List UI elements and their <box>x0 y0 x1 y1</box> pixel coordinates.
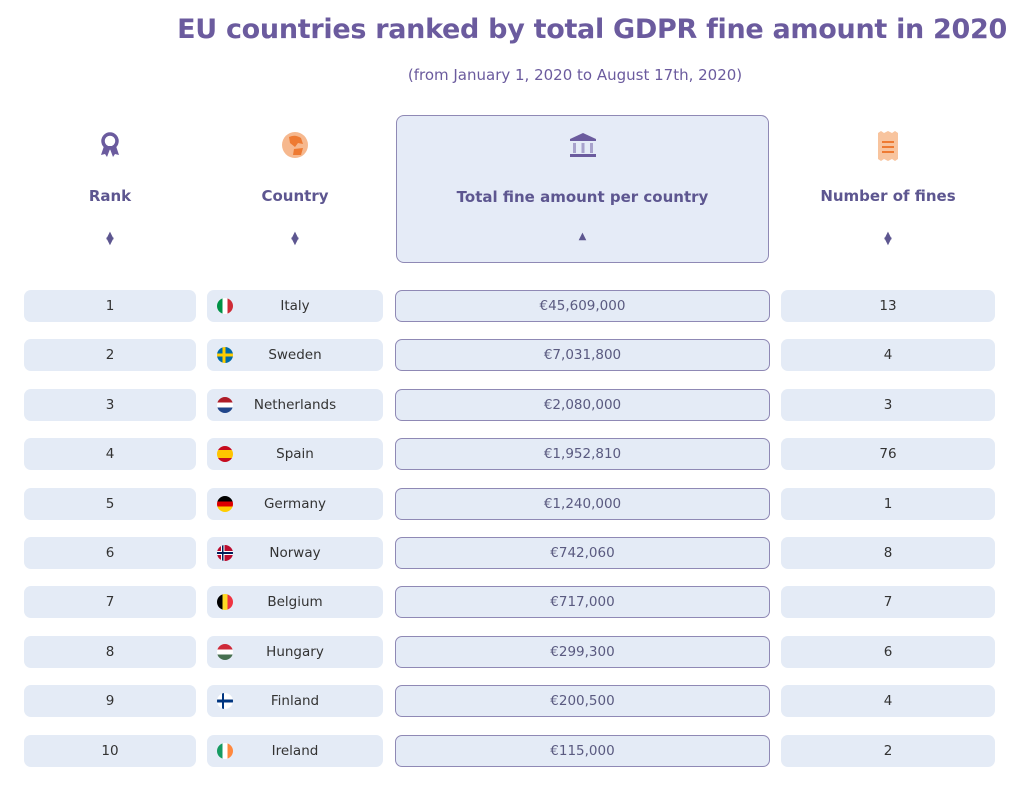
table-row: 5 Germany €1,240,000 1 <box>0 487 1024 520</box>
fines-count-cell: 6 <box>781 635 995 668</box>
rank-cell: 6 <box>24 537 196 569</box>
rank-cell: 10 <box>24 734 196 767</box>
country-name: Italy <box>280 298 310 314</box>
column-label: Total fine amount per country <box>456 188 709 206</box>
column-header-rank[interactable]: Rank ▲ ▼ <box>24 115 196 263</box>
germany-flag-icon <box>217 495 233 512</box>
table-row: 4 Spain €1,952,810 76 <box>0 438 1024 471</box>
country-cell: Belgium <box>207 586 383 619</box>
table-row: 8 Hungary €299,300 6 <box>0 635 1024 668</box>
amount-cell: €742,060 <box>395 537 770 569</box>
sort-both-icon[interactable]: ▲ ▼ <box>884 230 892 247</box>
fines-count-cell: 1 <box>781 487 995 520</box>
country-cell: Netherlands <box>207 388 383 421</box>
country-name: Belgium <box>267 594 323 611</box>
country-name: Hungary <box>266 643 324 660</box>
amount-cell: €115,000 <box>395 734 770 767</box>
amount-cell: €2,080,000 <box>395 388 770 421</box>
table-row: 6 Norway €742,060 8 <box>0 537 1024 569</box>
globe-icon <box>282 132 308 158</box>
table-row: 3 Netherlands €2,080,000 3 <box>0 388 1024 421</box>
hungary-flag-icon <box>217 643 233 660</box>
bank-building-icon <box>569 133 596 157</box>
country-cell: Ireland <box>207 734 383 767</box>
rank-cell: 1 <box>24 290 196 322</box>
amount-cell: €299,300 <box>395 635 770 668</box>
rank-cell: 9 <box>24 685 196 718</box>
amount-cell: €1,240,000 <box>395 487 770 520</box>
country-name: Ireland <box>271 742 319 759</box>
country-cell: Hungary <box>207 635 383 668</box>
ireland-flag-icon <box>217 742 233 759</box>
fines-count-cell: 3 <box>781 388 995 421</box>
sort-ascending-icon[interactable]: ▲ <box>578 231 587 242</box>
amount-cell: €45,609,000 <box>395 290 770 322</box>
page-title: EU countries ranked by total GDPR fine a… <box>177 14 1007 45</box>
belgium-flag-icon <box>217 594 233 611</box>
page-subtitle: (from January 1, 2020 to August 17th, 20… <box>407 66 743 84</box>
fines-count-cell: 7 <box>781 586 995 619</box>
column-header-country[interactable]: Country ▲ ▼ <box>207 115 383 263</box>
rank-cell: 2 <box>24 339 196 372</box>
spain-flag-icon <box>217 446 233 463</box>
country-name: Netherlands <box>253 396 337 413</box>
award-ribbon-icon <box>101 132 119 157</box>
amount-cell: €200,500 <box>395 685 770 718</box>
finland-flag-icon <box>217 693 233 710</box>
column-label: Rank <box>88 187 132 205</box>
column-label: Country <box>261 187 329 205</box>
country-cell: Italy <box>207 290 383 322</box>
column-label: Number of fines <box>820 187 956 205</box>
amount-cell: €7,031,800 <box>395 339 770 372</box>
netherlands-flag-icon <box>217 396 233 413</box>
sort-both-icon[interactable]: ▲ ▼ <box>106 230 114 247</box>
norway-flag-icon <box>217 545 233 561</box>
country-cell: Germany <box>207 487 383 520</box>
country-name: Norway <box>269 545 321 561</box>
rank-cell: 5 <box>24 487 196 520</box>
fines-count-cell: 8 <box>781 537 995 569</box>
country-name: Spain <box>276 446 314 463</box>
rank-cell: 8 <box>24 635 196 668</box>
fines-count-cell: 4 <box>781 339 995 372</box>
amount-cell: €717,000 <box>395 586 770 619</box>
table-row: 7 Belgium €717,000 7 <box>0 586 1024 619</box>
sort-both-icon[interactable]: ▲ ▼ <box>291 230 299 247</box>
fines-count-cell: 76 <box>781 438 995 471</box>
rank-cell: 4 <box>24 438 196 471</box>
table-row: 2 Sweden €7,031,800 4 <box>0 339 1024 372</box>
column-header-total-fine[interactable]: Total fine amount per country ▲ <box>396 115 769 263</box>
country-cell: Spain <box>207 438 383 471</box>
fines-count-cell: 4 <box>781 685 995 718</box>
country-cell: Sweden <box>207 339 383 372</box>
sweden-flag-icon <box>217 347 233 364</box>
rank-cell: 3 <box>24 388 196 421</box>
country-name: Sweden <box>268 347 322 364</box>
country-cell: Norway <box>207 537 383 569</box>
italy-flag-icon <box>217 298 233 314</box>
fines-count-cell: 2 <box>781 734 995 767</box>
table-row: 9 Finland €200,500 4 <box>0 685 1024 718</box>
rank-cell: 7 <box>24 586 196 619</box>
fines-count-cell: 13 <box>781 290 995 322</box>
amount-cell: €1,952,810 <box>395 438 770 471</box>
country-name: Germany <box>263 495 327 512</box>
receipt-icon <box>878 131 898 161</box>
country-name: Finland <box>270 693 320 710</box>
country-cell: Finland <box>207 685 383 718</box>
table-row: 1 Italy €45,609,000 13 <box>0 290 1024 322</box>
table-row: 10 Ireland €115,000 2 <box>0 734 1024 767</box>
column-header-number-of-fines[interactable]: Number of fines ▲ ▼ <box>781 115 995 263</box>
